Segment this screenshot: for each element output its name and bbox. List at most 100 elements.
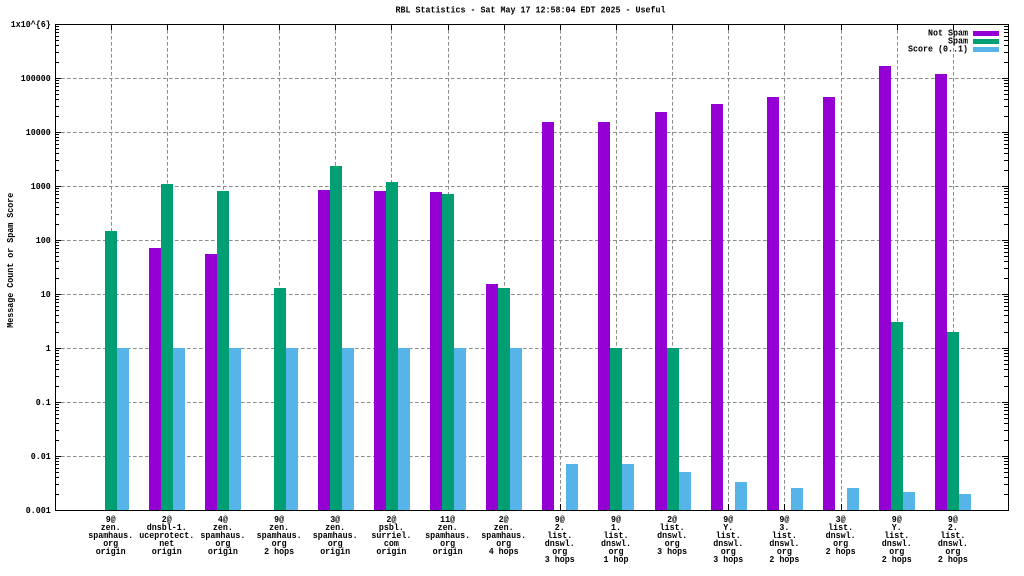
svg-text:3.: 3. xyxy=(779,522,789,533)
svg-text:org: org xyxy=(272,538,287,549)
svg-text:4@: 4@ xyxy=(218,514,228,525)
svg-text:Y.: Y. xyxy=(892,522,902,533)
svg-text:3 hops: 3 hops xyxy=(713,554,743,565)
svg-text:zen.: zen. xyxy=(494,522,514,533)
svg-text:9@: 9@ xyxy=(611,514,621,525)
svg-text:org: org xyxy=(889,546,904,557)
svg-text:org: org xyxy=(103,538,118,549)
svg-text:origin: origin xyxy=(376,546,406,557)
svg-text:list.: list. xyxy=(660,522,685,533)
svg-text:zen.: zen. xyxy=(325,522,345,533)
svg-text:dnswl.: dnswl. xyxy=(657,530,687,541)
svg-text:org: org xyxy=(665,538,680,549)
svg-text:org: org xyxy=(215,538,230,549)
svg-text:dnswl.: dnswl. xyxy=(826,530,856,541)
svg-text:3@: 3@ xyxy=(836,514,846,525)
svg-text:list.: list. xyxy=(884,530,909,541)
svg-text:9@: 9@ xyxy=(555,514,565,525)
svg-text:surriel.: surriel. xyxy=(371,530,411,541)
svg-text:list.: list. xyxy=(772,530,797,541)
svg-text:3@: 3@ xyxy=(330,514,340,525)
svg-text:org: org xyxy=(721,546,736,557)
svg-text:spamhaus.: spamhaus. xyxy=(425,530,470,541)
svg-text:org: org xyxy=(777,546,792,557)
svg-text:11@: 11@ xyxy=(440,514,455,525)
svg-text:org: org xyxy=(609,546,624,557)
svg-text:org: org xyxy=(496,538,511,549)
svg-text:dnsbl-1.: dnsbl-1. xyxy=(147,522,187,533)
svg-text:net: net xyxy=(159,538,174,549)
svg-text:origin: origin xyxy=(208,546,238,557)
svg-text:list.: list. xyxy=(828,522,853,533)
svg-text:list.: list. xyxy=(940,530,965,541)
svg-text:3 hops: 3 hops xyxy=(545,554,575,565)
svg-text:dnswl.: dnswl. xyxy=(938,538,968,549)
svg-text:9@: 9@ xyxy=(106,514,116,525)
svg-text:zen.: zen. xyxy=(213,522,233,533)
svg-text:1000: 1000 xyxy=(31,181,51,192)
svg-text:0.1: 0.1 xyxy=(36,397,51,408)
svg-text:dnswl.: dnswl. xyxy=(713,538,743,549)
svg-text:spamhaus.: spamhaus. xyxy=(481,530,526,541)
svg-text:3 hops: 3 hops xyxy=(657,546,687,557)
svg-text:RBL Statistics - Sat May 17 12: RBL Statistics - Sat May 17 12:58:04 EDT… xyxy=(396,5,666,16)
svg-text:Score (0..1): Score (0..1) xyxy=(908,44,968,55)
svg-text:9@: 9@ xyxy=(892,514,902,525)
svg-text:dnswl.: dnswl. xyxy=(545,538,575,549)
svg-text:2 hops: 2 hops xyxy=(264,546,294,557)
svg-text:spamhaus.: spamhaus. xyxy=(313,530,358,541)
svg-text:dnswl.: dnswl. xyxy=(601,538,631,549)
svg-text:100: 100 xyxy=(36,235,51,246)
svg-text:origin: origin xyxy=(320,546,350,557)
svg-text:list.: list. xyxy=(547,530,572,541)
svg-text:list.: list. xyxy=(716,530,741,541)
svg-text:origin: origin xyxy=(152,546,182,557)
svg-text:dnswl.: dnswl. xyxy=(882,538,912,549)
svg-text:2 hops: 2 hops xyxy=(826,546,856,557)
svg-text:0.01: 0.01 xyxy=(31,451,51,462)
svg-text:spamhaus.: spamhaus. xyxy=(200,530,245,541)
svg-text:9@: 9@ xyxy=(779,514,789,525)
svg-text:4 hops: 4 hops xyxy=(489,546,519,557)
svg-text:2.: 2. xyxy=(948,522,958,533)
svg-text:2 hops: 2 hops xyxy=(769,554,799,565)
svg-text:Not Spam: Not Spam xyxy=(928,28,968,39)
svg-text:2@: 2@ xyxy=(667,514,677,525)
svg-text:dnswl.: dnswl. xyxy=(769,538,799,549)
svg-text:1x10^{6}: 1x10^{6} xyxy=(11,19,51,30)
svg-text:spamhaus.: spamhaus. xyxy=(257,530,302,541)
svg-text:psbl.: psbl. xyxy=(379,522,404,533)
svg-text:zen.: zen. xyxy=(438,522,458,533)
svg-text:2 hops: 2 hops xyxy=(882,554,912,565)
svg-text:org: org xyxy=(552,546,567,557)
svg-text:zen.: zen. xyxy=(269,522,289,533)
svg-text:origin: origin xyxy=(433,546,463,557)
svg-text:9@: 9@ xyxy=(948,514,958,525)
svg-text:10000: 10000 xyxy=(26,127,51,138)
svg-text:0.001: 0.001 xyxy=(26,505,51,516)
svg-text:uceprotect.: uceprotect. xyxy=(139,530,194,541)
svg-text:Message Count or Spam Score: Message Count or Spam Score xyxy=(5,192,16,327)
svg-text:1 hop: 1 hop xyxy=(604,554,629,565)
svg-text:origin: origin xyxy=(96,546,126,557)
svg-text:9@: 9@ xyxy=(723,514,733,525)
svg-text:com: com xyxy=(384,538,399,549)
svg-text:1.: 1. xyxy=(611,522,621,533)
svg-text:2 hops: 2 hops xyxy=(938,554,968,565)
svg-text:100000: 100000 xyxy=(21,73,51,84)
svg-text:9@: 9@ xyxy=(274,514,284,525)
svg-text:10: 10 xyxy=(41,289,51,300)
svg-text:2@: 2@ xyxy=(499,514,509,525)
svg-text:2.: 2. xyxy=(555,522,565,533)
svg-text:2@: 2@ xyxy=(162,514,172,525)
svg-text:org: org xyxy=(833,538,848,549)
svg-text:Spam: Spam xyxy=(948,36,968,47)
svg-text:org: org xyxy=(945,546,960,557)
svg-text:Y.: Y. xyxy=(723,522,733,533)
svg-text:org: org xyxy=(328,538,343,549)
svg-text:zen.: zen. xyxy=(101,522,121,533)
svg-text:org: org xyxy=(440,538,455,549)
svg-text:1: 1 xyxy=(46,343,51,354)
svg-text:spamhaus.: spamhaus. xyxy=(88,530,133,541)
svg-text:list.: list. xyxy=(604,530,629,541)
